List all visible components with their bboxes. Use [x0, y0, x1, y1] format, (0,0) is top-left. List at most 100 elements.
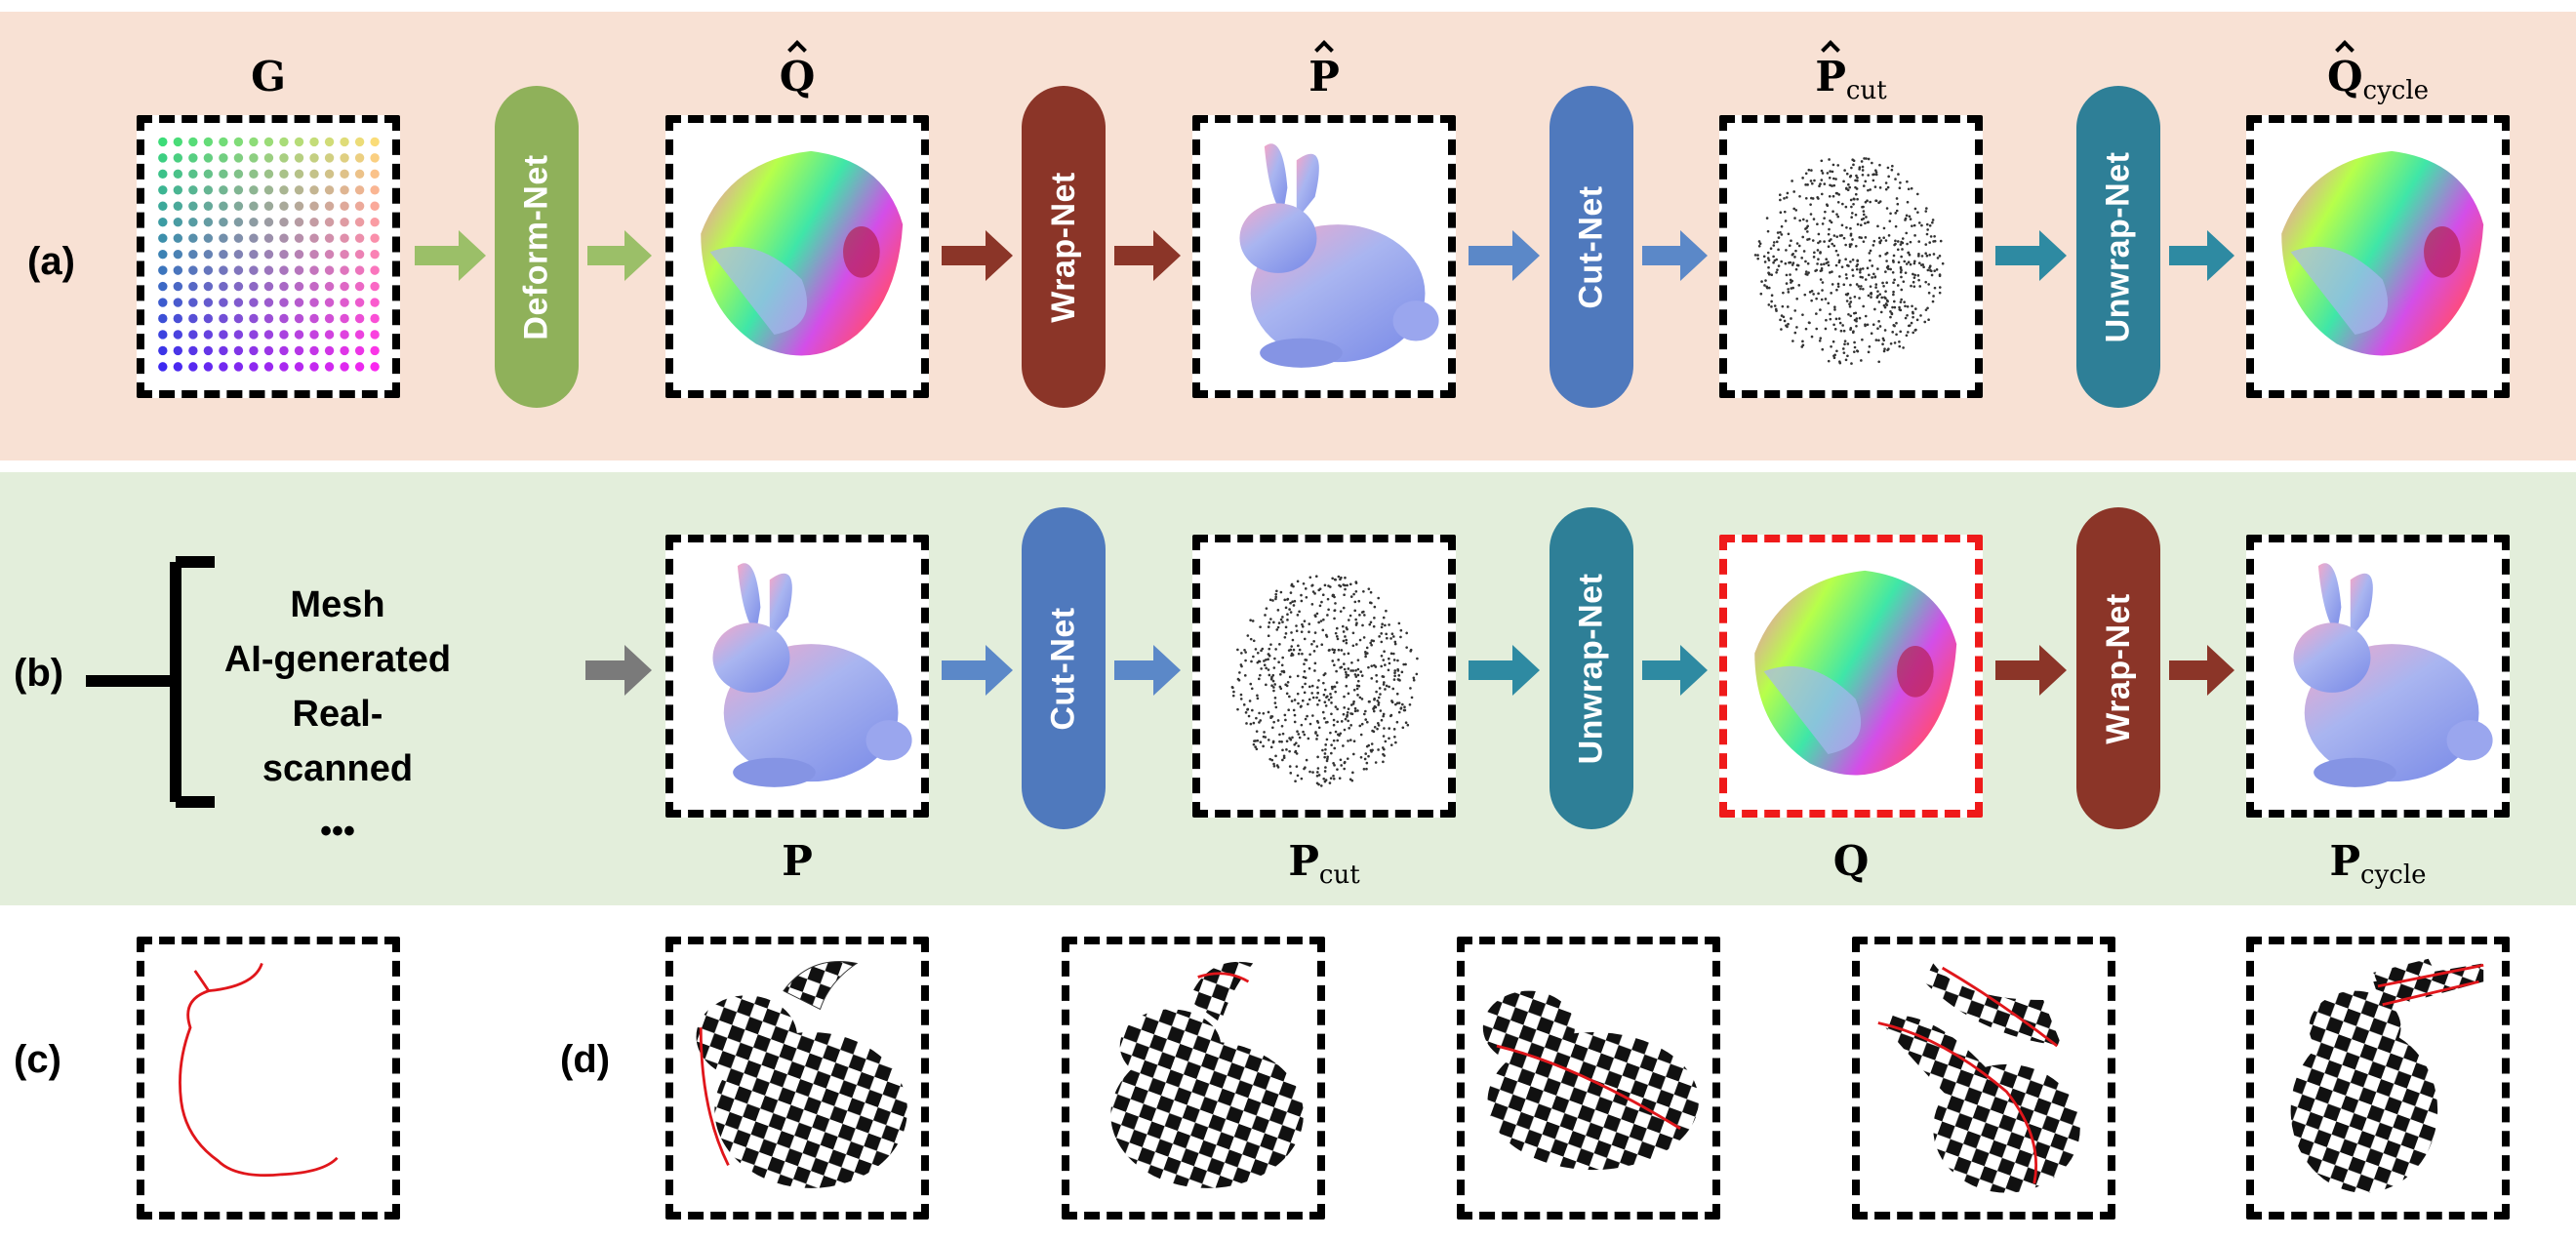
cloud-point: [1354, 675, 1358, 678]
cloud-point: [1880, 296, 1884, 300]
cloud-point: [1850, 243, 1853, 246]
cloud-point: [1244, 711, 1248, 714]
cloud-point: [1899, 267, 1903, 270]
cloud-point: [1933, 269, 1937, 272]
cloud-point: [1375, 690, 1378, 694]
cloud-point: [1866, 199, 1869, 203]
grid-point: [263, 298, 274, 307]
cloud-point: [1364, 718, 1368, 721]
cloud-point: [1351, 771, 1354, 775]
cloud-point: [1323, 583, 1327, 587]
cloud-point: [1892, 281, 1895, 285]
cloud-point: [1898, 340, 1901, 343]
cloud-point: [1833, 305, 1836, 309]
grid-point: [173, 313, 183, 324]
grid-point: [340, 185, 349, 195]
cloud-point: [1835, 191, 1839, 195]
cloud-point: [1289, 601, 1292, 605]
cloud-point: [1303, 637, 1307, 641]
grid-point: [294, 218, 304, 227]
cloud-point: [1807, 321, 1811, 324]
cloud-point: [1327, 649, 1331, 652]
cloud-point: [1317, 679, 1320, 682]
cloud-point: [1882, 349, 1886, 353]
cloud-point: [1770, 305, 1773, 308]
cloud-point: [1819, 251, 1822, 254]
cloud-point: [1365, 761, 1369, 765]
cloud-point: [1890, 312, 1894, 316]
cloud-point: [1379, 709, 1383, 712]
cloud-point: [1342, 583, 1346, 586]
cloud-point: [1938, 255, 1942, 258]
cloud-point: [1878, 200, 1882, 203]
cloud-point: [1280, 669, 1284, 673]
cloud-point: [1835, 349, 1838, 353]
cloud-point: [1863, 157, 1866, 160]
cloud-point: [1805, 220, 1809, 222]
cloud-point: [1350, 660, 1353, 664]
cloud-point: [1931, 300, 1935, 303]
cloud-point: [1888, 220, 1892, 223]
cloud-point: [1334, 578, 1337, 581]
cloud-point: [1821, 289, 1824, 292]
cloud-point: [1263, 660, 1266, 662]
cloud-point: [1286, 619, 1289, 621]
grid-point: [158, 345, 168, 356]
cloud-point: [1412, 678, 1416, 682]
cloud-point: [1396, 667, 1399, 671]
cloud-point: [1324, 766, 1327, 769]
grid-point: [370, 249, 380, 260]
cloud-point: [1865, 157, 1868, 160]
cloud-point: [1352, 700, 1355, 703]
cloud-point: [1267, 710, 1270, 714]
cloud-point: [1911, 304, 1913, 308]
cloud-point: [1378, 635, 1381, 638]
cloud-point: [1323, 672, 1327, 675]
cloud-point: [1303, 669, 1307, 673]
cut-net-block-b: Cut-Net: [1022, 507, 1106, 829]
grid-point: [370, 233, 380, 243]
cloud-point: [1836, 282, 1840, 286]
cloud-point: [1310, 692, 1313, 695]
cloud-point: [1393, 642, 1397, 646]
cloud-point: [1882, 284, 1885, 288]
cloud-point: [1353, 609, 1357, 613]
arrow-icon: [942, 230, 1181, 281]
cloud-point: [1790, 287, 1793, 290]
cloud-point: [1899, 308, 1903, 312]
cloud-point: [1818, 184, 1821, 188]
cloud-point: [1388, 623, 1390, 626]
grid-point: [354, 362, 365, 372]
grid-point: [340, 218, 349, 227]
cloud-point: [1862, 184, 1866, 187]
cloud-point: [1874, 283, 1878, 286]
cloud-point: [1909, 218, 1912, 220]
cloud-point: [1779, 198, 1782, 202]
cloud-point: [1402, 708, 1406, 712]
cloud-point: [1392, 678, 1396, 681]
cloud-point: [1354, 623, 1358, 626]
cloud-point: [1278, 740, 1281, 743]
cloud-point: [1912, 315, 1914, 319]
cloud-point: [1810, 169, 1813, 172]
grid-point: [233, 281, 244, 292]
grid-point: [370, 298, 380, 307]
cloud-point: [1295, 624, 1298, 627]
cloud-point: [1932, 253, 1936, 256]
cloud-point: [1320, 600, 1323, 604]
cloud-point: [1780, 233, 1784, 236]
grid-point: [203, 265, 214, 275]
cloud-point: [1256, 651, 1260, 655]
grid-point: [340, 153, 349, 163]
cloud-point: [1325, 738, 1329, 741]
cloud-point: [1336, 768, 1339, 771]
cloud-point: [1380, 718, 1384, 722]
grid-point: [219, 137, 228, 147]
cloud-point: [1265, 666, 1268, 670]
cloud-point: [1831, 283, 1834, 286]
cloud-point: [1323, 780, 1327, 783]
cloud-point: [1924, 210, 1928, 213]
cloud-point: [1855, 324, 1858, 328]
cloud-point: [1297, 701, 1300, 705]
cloud-point: [1386, 636, 1389, 640]
